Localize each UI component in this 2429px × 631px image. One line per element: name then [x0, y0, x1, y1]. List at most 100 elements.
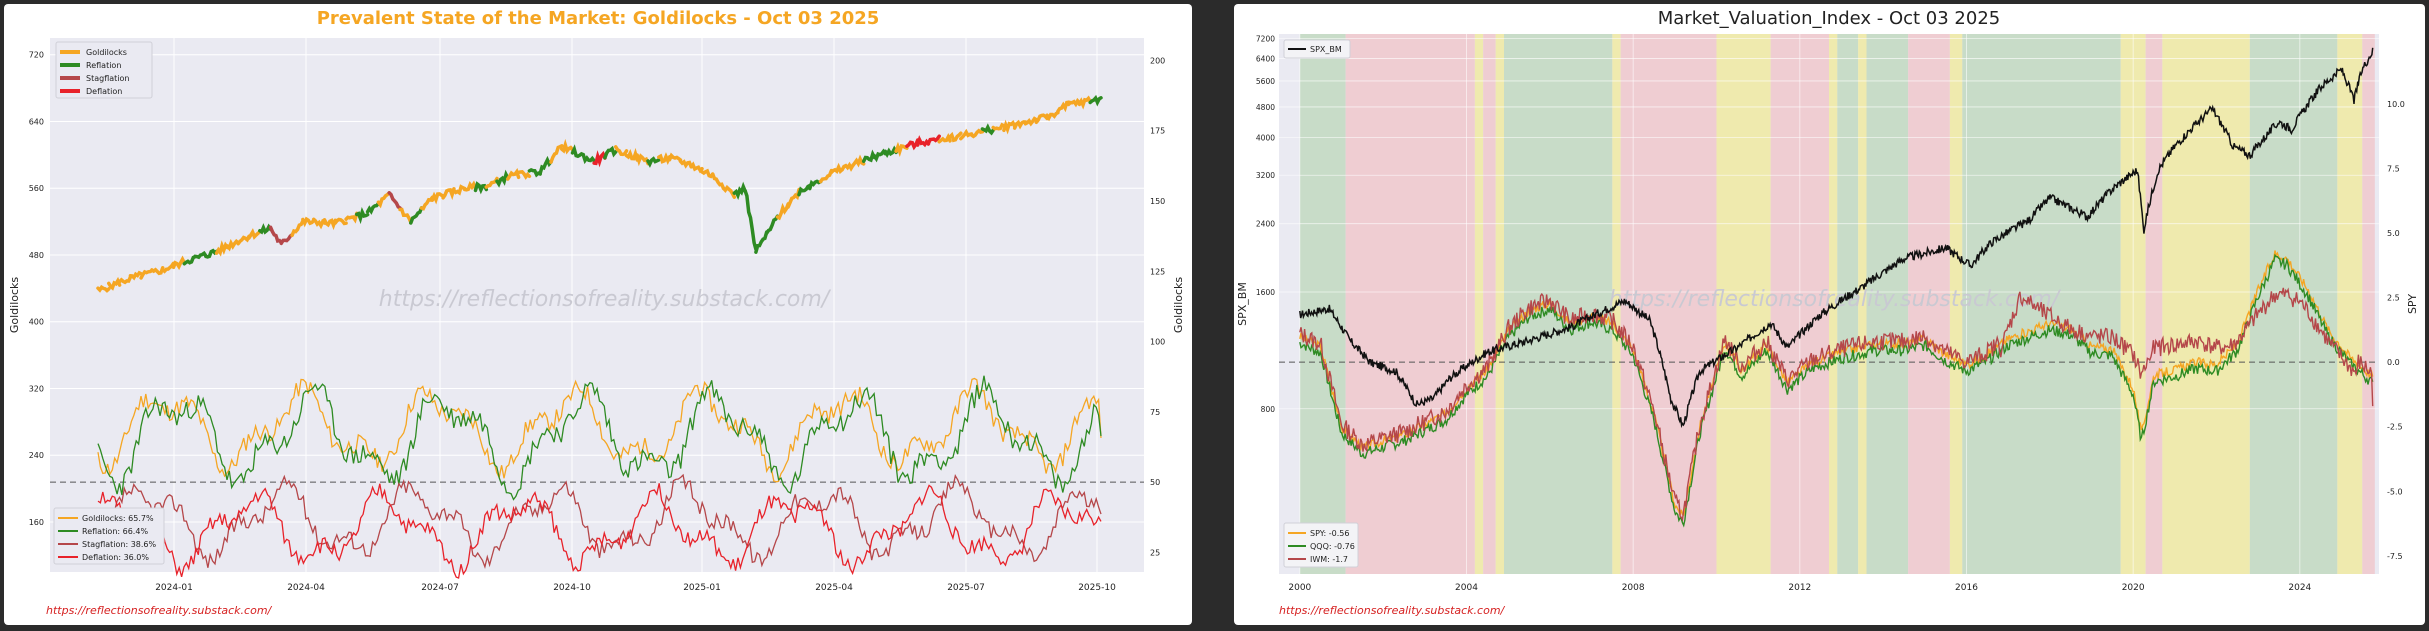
x-tick-label: 2025-10: [1078, 583, 1116, 593]
y-tick-label-right: 50: [1150, 478, 1160, 487]
y-tick-label-left: 6400: [1256, 54, 1275, 63]
price-segment-G: [171, 255, 187, 271]
y-tick-label-left: 720: [29, 51, 44, 60]
price-segment-R: [495, 169, 510, 188]
y-tick-label-left: 4000: [1256, 134, 1275, 143]
price-segment-R: [258, 223, 273, 235]
price-segment-G: [959, 128, 974, 141]
price-segment-G: [560, 138, 575, 155]
y-tick-label-right: -2.5: [2387, 423, 2403, 432]
price-segment-G: [829, 162, 844, 175]
price-segment-R: [980, 123, 995, 136]
legend-label: IWM: -1.7: [1310, 555, 1348, 564]
legend-label: Stagflation: 38.6%: [82, 540, 157, 549]
valuation-chart-panel: 2000 2004 2008 2012 2016 2020 2024 800 1600 2400 3…: [1234, 4, 2425, 625]
valuation-chart: 2000 2004 2008 2012 2016 2020 2024 800 1600 2400 3…: [1236, 8, 2419, 593]
regime-band-red: [1908, 34, 1950, 574]
y-tick-label-right: 175: [1150, 127, 1165, 136]
price-segment-R: [732, 181, 747, 200]
valuation-line-iwm: [1299, 287, 2374, 522]
price-segment-D: [926, 134, 941, 146]
price-segment-G: [236, 234, 251, 246]
price-segment-G: [721, 184, 737, 199]
y-tick-label-right: -5.0: [2387, 487, 2403, 496]
price-segment-G: [452, 184, 467, 196]
price-segment-R: [538, 155, 553, 176]
regime-band-yellow: [1949, 34, 1963, 574]
x-tick-label: 2020: [2122, 583, 2145, 593]
y-tick-label-right: -7.5: [2387, 552, 2403, 561]
regime-band-red: [1483, 34, 1496, 574]
x-tick-label: 2024-04: [287, 583, 325, 593]
y-tick-label-left: 1600: [1256, 288, 1275, 297]
price-segment-G: [290, 219, 305, 238]
y-tick-label-left: 800: [1261, 405, 1276, 414]
y-tick-label-right: 100: [1150, 338, 1165, 347]
price-segment-G: [710, 172, 726, 191]
price-segment-R: [603, 145, 618, 160]
legend-label: SPX_BM: [1310, 45, 1342, 54]
price-segment-R: [355, 207, 370, 225]
price-segment-G: [1045, 110, 1060, 122]
price-segment-G: [851, 154, 866, 168]
price-segment-G: [700, 168, 715, 179]
y-tick-label-right: 5.0: [2387, 229, 2400, 238]
price-legend: Goldilocks Reflation Stagflation Deflation: [55, 41, 153, 99]
price-segment-R: [365, 201, 381, 215]
source-link[interactable]: https://reflectionsofreality.substack.co…: [46, 604, 272, 617]
price-segment-G: [1056, 100, 1071, 114]
y-tick-label-left: 640: [29, 117, 44, 126]
price-segment-R: [1088, 94, 1103, 107]
price-segment-R: [797, 183, 812, 197]
price-segment-R: [872, 148, 888, 163]
price-segment-G: [937, 133, 952, 144]
y-axis-label-left: Goldilocks: [8, 277, 21, 334]
y-tick-label-right: 25: [1150, 548, 1160, 557]
price-segment-D: [905, 138, 920, 151]
x-tick-label: 2025-07: [947, 583, 985, 593]
price-segment-G: [376, 191, 391, 209]
regime-band-red: [2145, 34, 2163, 574]
price-segment-G: [667, 152, 683, 162]
price-segment-G: [678, 159, 693, 169]
price-segment-G: [549, 144, 564, 164]
y-tick-label-left: 5600: [1256, 77, 1275, 86]
price-segment-G: [419, 195, 435, 211]
y-axis-label-right: SPY: [2406, 294, 2419, 314]
price-segment-G: [96, 284, 111, 293]
price-segment-G: [775, 202, 790, 221]
y-tick-label-right: 150: [1150, 197, 1165, 206]
y-tick-label-left: 160: [29, 518, 44, 527]
x-tick-label: 2016: [1955, 583, 1978, 593]
price-segment-G: [117, 275, 133, 285]
source-link[interactable]: https://reflectionsofreality.substack.co…: [1279, 604, 1505, 617]
price-segment-G: [322, 218, 338, 231]
legend-box: [1283, 39, 1351, 59]
price-segment-G: [657, 152, 672, 165]
x-tick-label: 2024-07: [421, 583, 459, 593]
y-tick-label-right: 7.5: [2387, 164, 2400, 173]
y-tick-label-right: 200: [1150, 56, 1165, 65]
legend-label: Deflation: [86, 87, 122, 96]
y-tick-label-left: 320: [29, 384, 44, 393]
price-segment-R: [743, 188, 758, 252]
y-tick-label-left: 240: [29, 451, 44, 460]
indicator-line-stagflation: [97, 473, 1102, 570]
y-tick-label-right: 2.5: [2387, 294, 2400, 303]
y-axis-label-left: SPX_BM: [1236, 282, 1249, 326]
price-segment-G: [441, 187, 456, 201]
price-segment-D: [915, 135, 931, 148]
legend-label: Reflation: 66.4%: [82, 527, 148, 536]
regime-band-yellow: [2162, 34, 2250, 574]
legend-label: Stagflation: [86, 74, 129, 83]
price-segment-G: [214, 240, 230, 257]
valuation-legend: SPY: -0.56 QQQ: -0.76 IWM: -1.7: [1283, 522, 1359, 568]
price-segment-S: [268, 225, 284, 245]
y-tick-label-right: 10.0: [2387, 100, 2405, 109]
price-segment-G: [506, 168, 521, 181]
x-tick-label: 2025-01: [683, 583, 721, 593]
indicator-line-reflation: [97, 375, 1102, 501]
price-segment-G: [430, 191, 445, 205]
legend-box: [53, 507, 165, 565]
regime-band-red: [1345, 34, 1475, 574]
